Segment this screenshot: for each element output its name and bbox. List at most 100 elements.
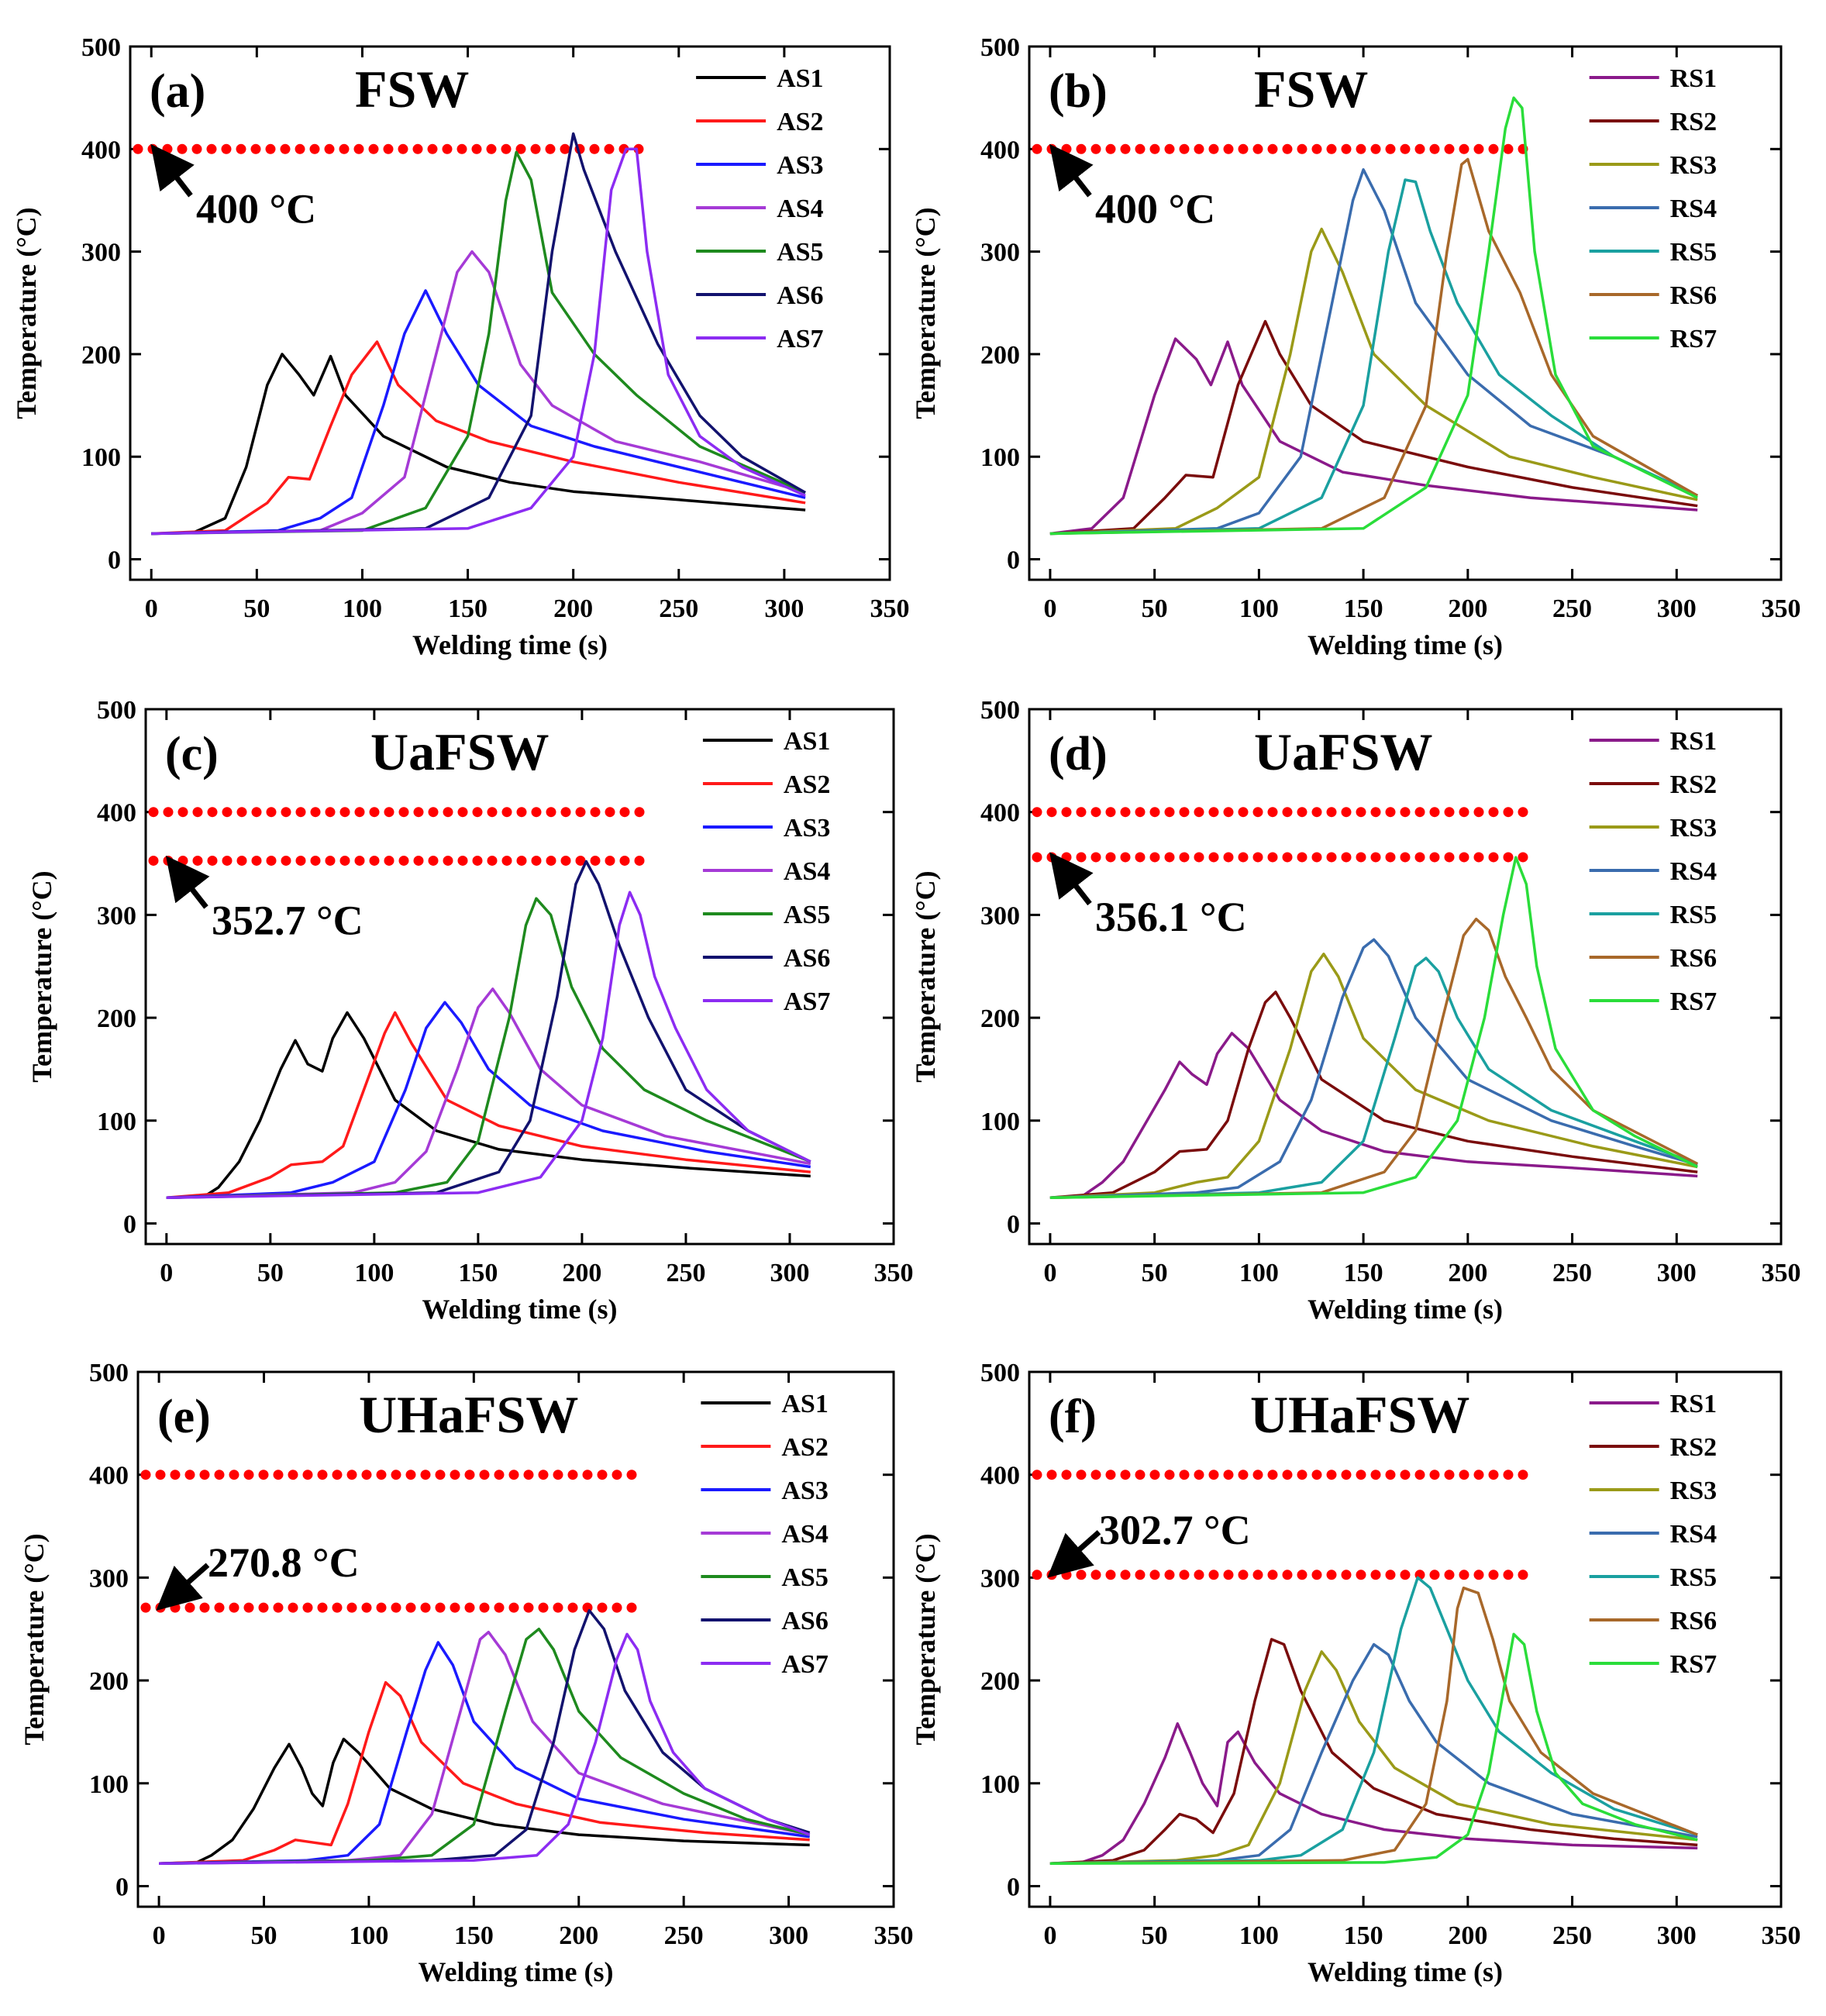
series-line-AS5: [151, 150, 806, 536]
legend-label-RS7: RS7: [1670, 987, 1717, 1016]
series-line-AS1: [151, 353, 806, 536]
legend-label-RS1: RS1: [1670, 727, 1717, 756]
method-title: UHaFSW: [1250, 1385, 1469, 1444]
y-tick-label: 500: [81, 33, 121, 62]
legend-label-AS2: AS2: [777, 108, 823, 136]
x-tick-label: 350: [1762, 1921, 1801, 1950]
y-tick-label: 300: [980, 1564, 1020, 1593]
series-line-AS2: [166, 1011, 811, 1200]
series-line-AS3: [151, 289, 806, 536]
series-line-RS6: [1049, 157, 1699, 536]
series-line-AS6: [151, 132, 806, 536]
legend-label-AS2: AS2: [781, 1433, 828, 1462]
x-tick-label: 150: [1344, 1921, 1383, 1950]
x-tick-label: 350: [874, 1921, 914, 1950]
panel-d: 0 50 100 150 200 250 300 350 0 100 200 300 400 500 Wel…: [910, 696, 1801, 1325]
annotation-label: 356.1 °C: [1095, 894, 1247, 940]
panel-tag: (c): [165, 728, 219, 781]
legend-label-RS3: RS3: [1670, 151, 1717, 180]
x-tick-label: 250: [1552, 594, 1592, 623]
method-title: FSW: [1254, 60, 1368, 119]
x-tick-label: 300: [769, 1921, 808, 1950]
y-tick-label: 400: [980, 1462, 1020, 1490]
x-tick-label: 0: [153, 1921, 166, 1950]
y-tick-label: 200: [980, 341, 1020, 370]
x-tick-label: 100: [1239, 594, 1279, 623]
series-line-RS5: [1049, 956, 1698, 1200]
panel-tag: (e): [157, 1391, 211, 1443]
x-tick-label: 0: [145, 594, 158, 623]
y-tick-label: 200: [980, 1005, 1020, 1033]
series-line-RS3: [1049, 1650, 1698, 1866]
y-tick-label: 100: [97, 1108, 136, 1136]
y-tick-label: 500: [980, 696, 1020, 725]
x-axis-title: Welding time (s): [412, 629, 608, 660]
method-title: UaFSW: [370, 722, 549, 781]
x-axis-title: Welding time (s): [422, 1294, 618, 1325]
series-line-RS4: [1049, 1642, 1698, 1866]
plot-frame: [1028, 708, 1783, 1246]
x-tick-label: 350: [1762, 1259, 1801, 1287]
series-line-RS7: [1049, 856, 1698, 1200]
series-line-AS7: [166, 891, 811, 1200]
series-line-AS6: [166, 860, 811, 1200]
series-line-RS3: [1049, 227, 1698, 536]
y-tick-label: 0: [1007, 1873, 1020, 1901]
y-tick-label: 100: [980, 1108, 1020, 1136]
y-tick-label: 0: [1007, 1210, 1020, 1239]
legend-label-RS6: RS6: [1670, 281, 1717, 310]
x-tick-label: 50: [243, 594, 270, 623]
y-tick-label: 0: [108, 546, 121, 575]
series-line-RS7: [1049, 96, 1698, 536]
method-title: UHaFSW: [359, 1385, 578, 1444]
series-line-RS6: [1049, 917, 1698, 1200]
legend-label-RS3: RS3: [1670, 814, 1717, 843]
annotation-label: 302.7 °C: [1099, 1507, 1251, 1553]
plot-frame: [1028, 1370, 1783, 1908]
y-tick-label: 400: [980, 799, 1020, 828]
y-tick-label: 500: [97, 696, 136, 725]
y-tick-label: 100: [980, 443, 1020, 472]
x-tick-label: 200: [553, 594, 593, 623]
x-tick-label: 100: [1239, 1259, 1279, 1287]
series-line-RS3: [1049, 953, 1698, 1200]
legend-label-RS4: RS4: [1670, 195, 1717, 223]
legend-label-RS2: RS2: [1670, 1433, 1717, 1462]
legend-label-AS7: AS7: [781, 1650, 828, 1679]
y-tick-label: 0: [1007, 546, 1020, 575]
y-tick-label: 200: [97, 1005, 136, 1033]
x-tick-label: 200: [1448, 1921, 1487, 1950]
legend-label-RS5: RS5: [1670, 1563, 1717, 1592]
panel-tag: (a): [150, 65, 205, 118]
legend-label-AS4: AS4: [781, 1520, 828, 1549]
legend-label-AS2: AS2: [784, 770, 830, 799]
series-line-RS1: [1049, 1722, 1698, 1866]
legend-label-AS6: AS6: [784, 944, 830, 973]
series-line-AS6: [159, 1609, 811, 1866]
legend-label-RS2: RS2: [1670, 108, 1717, 136]
series-line-RS7: [1049, 1632, 1698, 1866]
method-title: UaFSW: [1254, 722, 1432, 781]
x-tick-label: 0: [1043, 1259, 1056, 1287]
y-tick-label: 500: [980, 33, 1020, 62]
panel-tag: (f): [1049, 1391, 1097, 1443]
series-line-AS1: [159, 1737, 810, 1866]
annotation-label: 352.7 °C: [212, 897, 363, 943]
series-line-RS2: [1049, 1638, 1698, 1866]
legend-label-RS7: RS7: [1670, 1650, 1717, 1679]
y-tick-label: 0: [123, 1210, 136, 1239]
y-tick-label: 100: [980, 1770, 1020, 1799]
y-tick-label: 400: [97, 799, 136, 828]
series-line-AS5: [159, 1627, 811, 1866]
y-tick-label: 200: [980, 1667, 1020, 1696]
x-tick-label: 150: [1344, 1259, 1383, 1287]
panel-a: 0 50 100 150 200 250 300 350 0 100 200 300 400 500 Wel…: [11, 33, 910, 660]
y-tick-label: 300: [97, 901, 136, 930]
y-tick-label: 300: [980, 901, 1020, 930]
y-tick-label: 300: [980, 239, 1020, 267]
x-tick-label: 200: [1448, 594, 1487, 623]
legend-label-AS3: AS3: [784, 814, 830, 843]
x-tick-label: 0: [1043, 594, 1056, 623]
panel-e: 0 50 100 150 200 250 300 350 0 100 200 300 400 500 Wel…: [19, 1359, 914, 1987]
panel-tag: (d): [1049, 728, 1108, 781]
